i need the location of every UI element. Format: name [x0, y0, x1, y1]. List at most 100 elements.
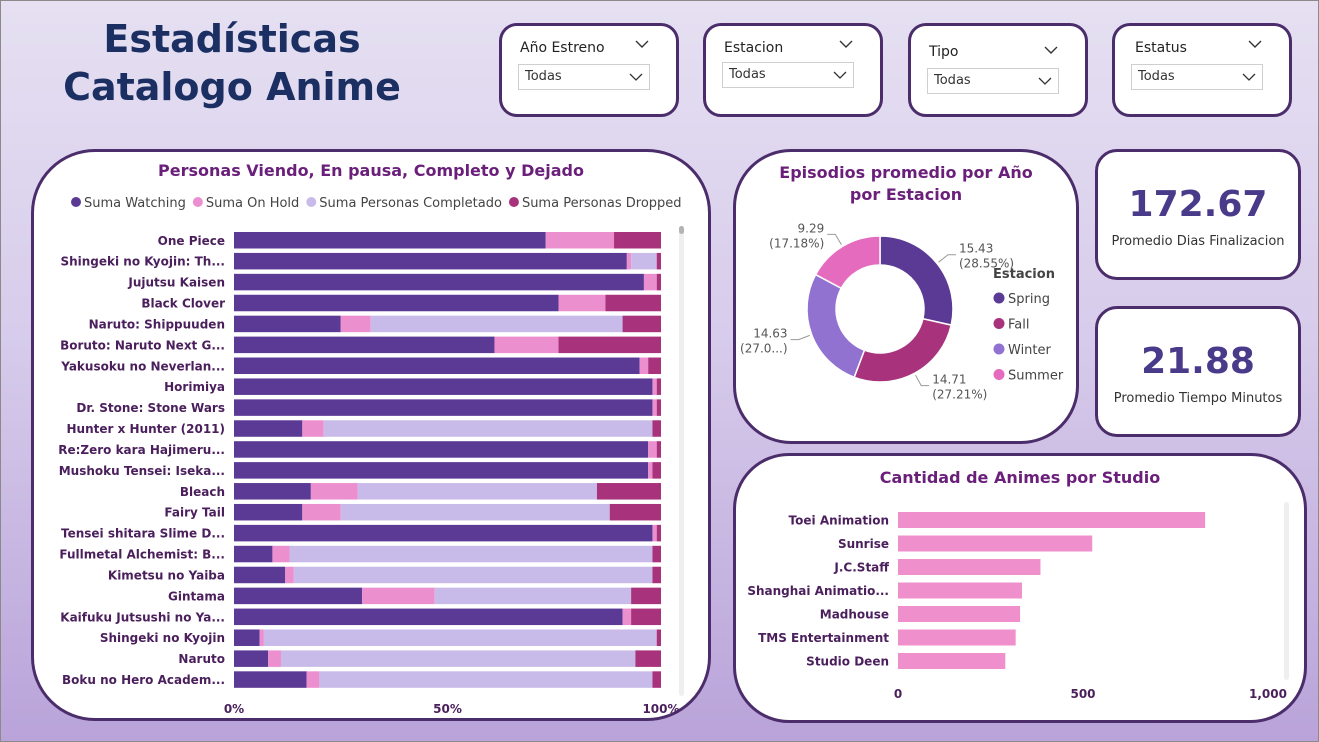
bar-segment [494, 336, 559, 354]
kpi-label: Promedio Dias Finalizacion [1111, 234, 1285, 249]
category-label: One Piece [158, 234, 225, 248]
bar-segment [434, 587, 632, 605]
data-label-value: 14.71 [932, 373, 966, 387]
slicer-tipo[interactable]: Tipo Todas [908, 23, 1088, 117]
bar-segment [656, 399, 661, 416]
bar-segment [340, 503, 610, 521]
category-label: Boku no Hero Academ... [62, 673, 225, 687]
category-label: Re:Zero kara Hajimeru... [58, 443, 225, 457]
bar-segment [234, 566, 286, 584]
slicer-label: Estatus [1135, 40, 1187, 56]
bar-segment [234, 545, 273, 563]
slicer-dropdown[interactable]: Todas [927, 68, 1059, 94]
chevron-down-icon[interactable] [1043, 42, 1059, 58]
bar-segment [558, 294, 606, 312]
bar-segment [234, 357, 640, 375]
category-label: Studio Deen [806, 655, 889, 669]
bar-segment [234, 315, 341, 333]
category-label: Shingeki no Kyojin: Th... [60, 255, 225, 269]
studio-bar-card: Cantidad de Animes por Studio Toei Anima… [733, 453, 1307, 723]
slicer-ano-estreno[interactable]: Año Estreno Todas [499, 23, 679, 117]
slicer-estacion[interactable]: Estacion Todas [703, 23, 883, 117]
bar-segment [234, 294, 559, 312]
leader-line [827, 233, 842, 245]
bar-segment [323, 420, 653, 437]
legend-label: Suma Personas Dropped [522, 196, 682, 211]
category-label: Gintama [168, 589, 225, 603]
bar-segment [234, 420, 303, 437]
category-label: Dr. Stone: Stone Wars [76, 401, 225, 415]
category-label: Black Clover [141, 297, 225, 311]
legend-label: Spring [1008, 292, 1050, 307]
bar-segment [656, 273, 661, 291]
studio-bar [898, 629, 1016, 646]
bar-segment [656, 378, 661, 395]
x-tick-label: 50% [433, 702, 462, 716]
chevron-down-icon[interactable] [1247, 36, 1263, 52]
bar-segment [652, 566, 661, 584]
bar-segment [234, 336, 495, 354]
bar-segment [362, 587, 435, 605]
category-label: Shanghai Animatio... [747, 584, 889, 598]
legend-label: Fall [1008, 318, 1029, 333]
title-line-2: Catalogo Anime [63, 65, 401, 109]
bar-segment [635, 650, 661, 667]
category-label: Yakusoku no Neverlan... [60, 359, 225, 373]
slicer-dropdown[interactable]: Todas [722, 62, 854, 88]
legend-label: Suma Watching [84, 196, 186, 211]
bar-segment [285, 566, 294, 584]
leader-line [790, 334, 810, 341]
bar-segment [652, 378, 657, 395]
bar-segment [234, 252, 627, 270]
chevron-down-icon [1242, 73, 1256, 81]
slicer-dropdown[interactable]: Todas [518, 64, 650, 90]
slicer-value: Todas [934, 73, 971, 88]
bar-segment [639, 357, 649, 375]
bar-segment [656, 441, 661, 458]
chevron-down-icon[interactable] [838, 36, 854, 52]
donut-slice [814, 235, 881, 290]
bar-segment [631, 252, 657, 270]
chevron-down-icon[interactable] [634, 36, 650, 52]
bar-segment [656, 629, 661, 646]
bar-segment [234, 650, 269, 667]
legend-marker [71, 197, 81, 207]
data-label-value: 15.43 [959, 242, 993, 256]
bar-segment [310, 483, 358, 500]
chevron-down-icon [1038, 77, 1052, 85]
x-tick-label: 100% [642, 702, 679, 716]
slicer-estatus[interactable]: Estatus Todas [1112, 23, 1292, 117]
dashboard-title: Estadísticas Catalogo Anime [57, 15, 407, 111]
x-tick-label: 0 [894, 687, 902, 701]
bar-segment [234, 399, 653, 416]
studio-bar [898, 559, 1041, 575]
category-label: Naruto [178, 652, 225, 666]
category-label: Naruto: Shippuuden [89, 317, 225, 331]
category-label: Horimiya [164, 380, 225, 394]
slicer-label: Estacion [724, 40, 784, 56]
slicer-dropdown[interactable]: Todas [1131, 64, 1263, 90]
studio-bar [898, 535, 1093, 552]
donut-slice [806, 273, 866, 379]
slicer-value: Todas [1138, 69, 1175, 84]
category-label: Kaifuku Jutsushi no Ya... [60, 610, 225, 624]
slicer-value: Todas [729, 67, 766, 82]
category-label: Jujutsu Kaisen [127, 276, 225, 290]
scrollbar [1284, 502, 1289, 680]
kpi-value: 21.88 [1141, 341, 1255, 382]
legend-marker [306, 197, 317, 207]
title-line-1: Estadísticas [103, 17, 361, 61]
bar-segment [306, 671, 320, 688]
bar-segment [289, 545, 653, 563]
bar-segment [234, 441, 649, 458]
category-label: Sunrise [838, 537, 889, 551]
leader-line [915, 374, 930, 387]
bar-segment [272, 545, 290, 563]
bar-segment [340, 315, 371, 333]
bar-segment [631, 608, 661, 626]
data-label-value: 14.63 [753, 327, 787, 341]
bar-segment [648, 462, 653, 479]
donut-card: Episodios promedio por Año por Estacion … [733, 149, 1079, 444]
bar-segment [652, 462, 661, 479]
